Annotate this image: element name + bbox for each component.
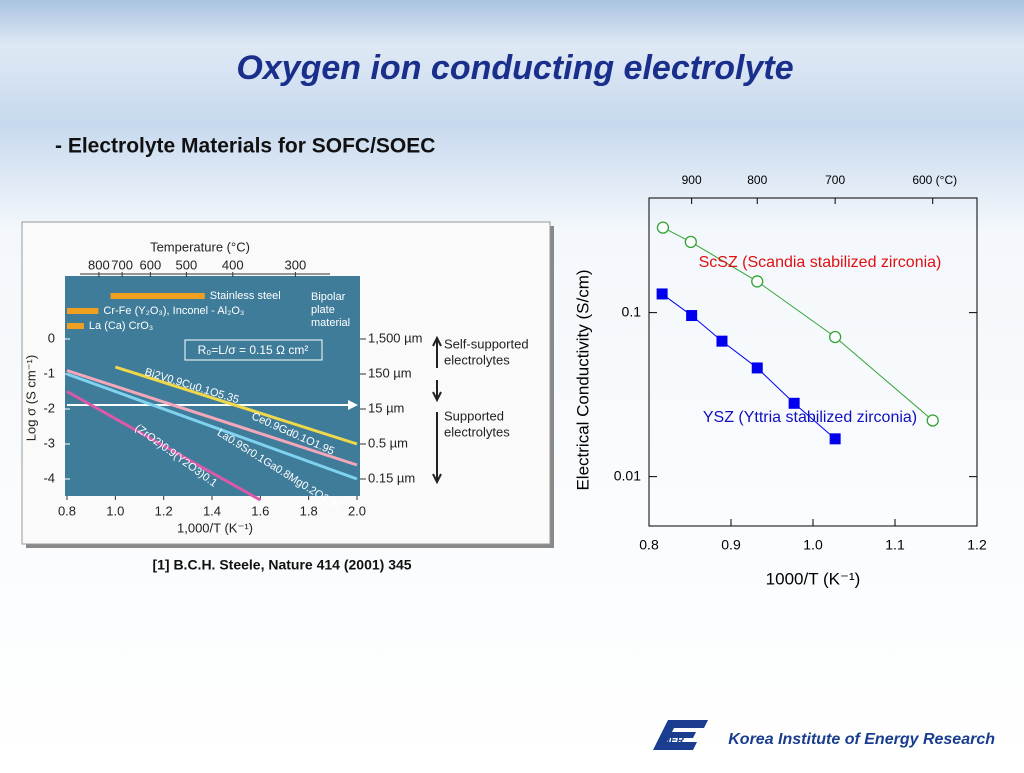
arrow-head [348,400,358,410]
self-supported-note: electrolytes [444,352,510,367]
point [828,330,842,344]
point [829,433,841,445]
x2-tick-label: 600 (°C) [912,173,957,187]
y-tick-label: 0.1 [622,303,642,319]
y2-tick-label: 0.5 µm [368,435,408,450]
bipolar-label: La (Ca) CrO₃ [89,320,153,332]
x-tick-label: 0.9 [721,537,741,553]
bipolar-bar [67,308,99,314]
material-line [114,365,358,446]
x2-axis-label: Temperature (°C) [150,239,250,254]
x-tick-label: 1.2 [155,503,173,518]
bipolar-label: Cr-Fe (Y₂O₃), Inconel - Al₂O₃ [103,305,244,317]
x2-tick-label: 800 [747,173,767,187]
series-label: YSZ (Yttria stabilized zirconia) [703,409,917,426]
point [751,275,764,288]
x2-tick-label: 800 [88,257,110,272]
material-line [66,372,358,481]
y2-tick-label: 1,500 µm [368,330,422,345]
point [686,310,698,322]
y2-tick-label: 150 µm [368,365,412,380]
x2-tick-label: 500 [176,257,198,272]
point [926,414,939,427]
bipolar-label: Stainless steel [210,290,281,302]
point [656,221,670,234]
title: Oxygen ion conducting electrolyte [236,49,793,87]
bipolar-note: plate [311,304,335,316]
self-supported-note: Self-supported [444,336,529,351]
x-tick-label: 1.1 [885,537,905,553]
x2-tick-label: 600 [140,257,162,272]
series-label: ScSZ (Scandia stabilized zirconia) [699,254,942,271]
logo-text: KIER [660,736,685,747]
x-axis-label: 1000/T (K⁻¹) [766,569,861,588]
y-tick-label: -2 [43,400,55,415]
y-tick-label: -1 [43,365,55,380]
bipolar-bar [110,293,205,299]
x-tick-label: 0.8 [58,503,76,518]
subtitle: - Electrolyte Materials for SOFC/SOEC [55,135,435,158]
bracket-arrow [432,335,442,485]
resistance-box [184,339,323,361]
x-tick-label: 1.0 [106,503,124,518]
y-tick-label: -3 [43,435,55,450]
logo-shape [653,720,708,750]
x-tick-label: 0.8 [639,537,659,553]
y-axis-label: Log σ (S cm⁻¹) [23,355,38,441]
point [751,362,763,374]
point [716,335,728,347]
material-line [66,390,262,502]
y-tick-label: 0 [48,330,55,345]
y2-tick-label: 0.15 µm [368,470,415,485]
x-tick-label: 1.2 [967,537,987,553]
resistance-note: R₀=L/σ = 0.15 Ω cm² [198,343,309,357]
bipolar-note: material [311,317,350,329]
x2-tick-label: 300 [285,257,307,272]
x2-tick-label: 700 [825,173,845,187]
y2-tick-label: 15 µm [368,400,404,415]
reference: [1] B.C.H. Steele, Nature 414 (2001) 345 [152,557,411,573]
y-tick-label: -4 [43,470,55,485]
bipolar-bar [67,323,84,329]
x-tick-label: 2.0 [348,503,366,518]
x2-tick-label: 700 [111,257,133,272]
material-line [66,369,358,467]
point [684,235,697,249]
x-tick-label: 1.8 [300,503,318,518]
point [788,397,800,409]
x-tick-label: 1.4 [203,503,221,518]
organization: Korea Institute of Energy Research [728,731,995,748]
x-tick-label: 1.6 [251,503,269,518]
bipolar-note: Bipolar [311,291,346,303]
x-axis-label: 1,000/T (K⁻¹) [177,520,253,535]
x2-tick-label: 900 [682,173,702,187]
x-tick-label: 1.0 [803,537,823,553]
supported-note: electrolytes [444,424,510,439]
logo: KIER [653,720,708,750]
supported-note: Supported [444,408,504,423]
y-tick-label: 0.01 [614,467,641,483]
point [656,288,668,300]
x2-tick-label: 400 [222,257,244,272]
y-axis-label: Electrical Conductivity (S/cm) [573,269,592,490]
